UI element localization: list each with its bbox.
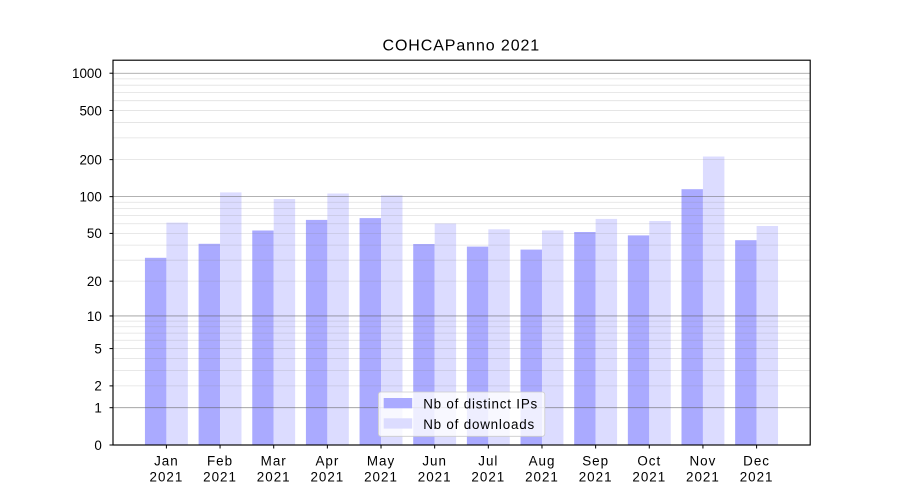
svg-text:Nb of distinct IPs: Nb of distinct IPs [423,397,538,412]
svg-text:Apr: Apr [315,454,339,469]
svg-text:2021: 2021 [525,470,559,485]
svg-text:Nb of downloads: Nb of downloads [423,417,535,432]
svg-text:2021: 2021 [740,470,774,485]
svg-text:2021: 2021 [150,470,184,485]
svg-text:2021: 2021 [686,470,720,485]
svg-text:100: 100 [79,189,101,204]
svg-text:2021: 2021 [418,470,452,485]
svg-text:Nov: Nov [690,454,717,469]
svg-text:2: 2 [94,379,101,394]
svg-text:2021: 2021 [364,470,398,485]
svg-text:Feb: Feb [207,454,233,469]
svg-text:Sep: Sep [582,454,609,469]
svg-text:Oct: Oct [637,454,661,469]
svg-text:2021: 2021 [632,470,666,485]
svg-text:0: 0 [94,438,101,453]
svg-text:5: 5 [94,341,101,356]
svg-text:2021: 2021 [257,470,291,485]
svg-text:Aug: Aug [529,454,556,469]
svg-text:500: 500 [79,103,101,118]
svg-text:1000: 1000 [72,66,102,81]
svg-text:May: May [367,454,395,469]
svg-text:Jan: Jan [154,454,179,469]
svg-text:200: 200 [79,152,101,167]
svg-text:1: 1 [94,401,101,416]
svg-text:2021: 2021 [579,470,613,485]
svg-text:Jun: Jun [422,454,447,469]
svg-text:50: 50 [87,226,102,241]
svg-text:Jul: Jul [478,454,498,469]
svg-text:2021: 2021 [203,470,237,485]
svg-text:10: 10 [87,309,102,324]
svg-text:2021: 2021 [310,470,344,485]
svg-text:Mar: Mar [261,454,287,469]
svg-text:COHCAPanno 2021: COHCAPanno 2021 [383,37,541,54]
svg-text:2021: 2021 [471,470,505,485]
svg-text:Dec: Dec [743,454,770,469]
svg-text:20: 20 [87,274,102,289]
